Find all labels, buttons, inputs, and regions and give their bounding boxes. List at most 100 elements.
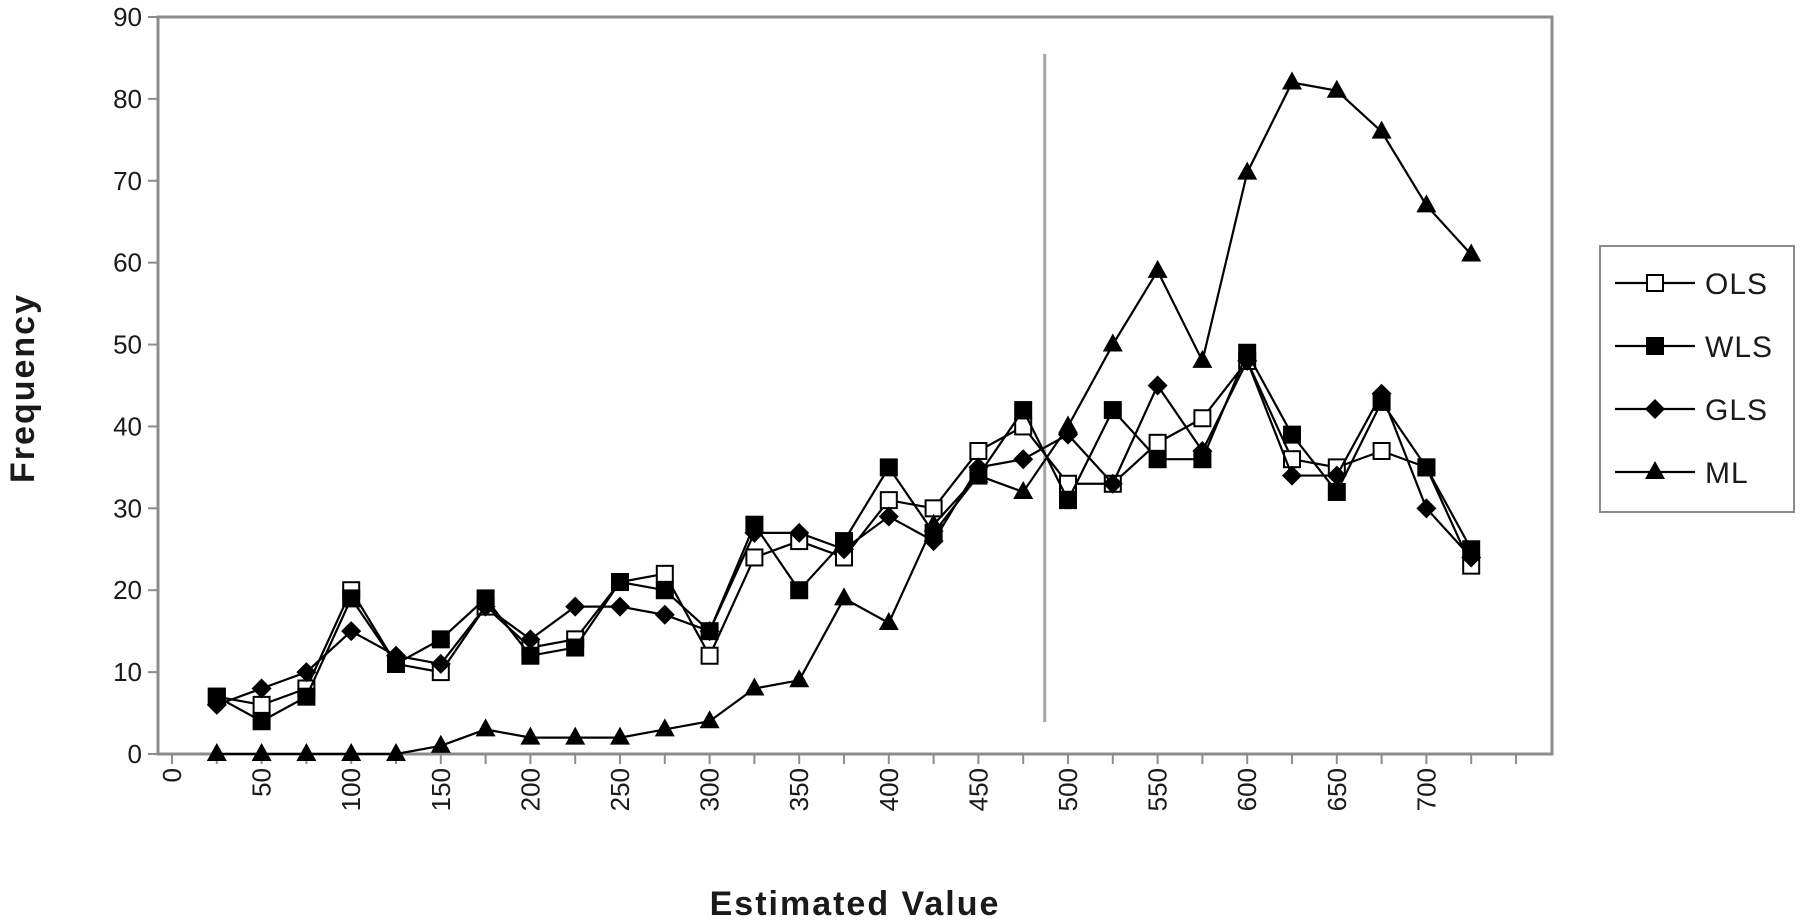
data-point-gls [386,645,406,666]
data-point-ml [1461,243,1482,262]
data-point-gls [1192,441,1213,462]
data-point-wls [1417,458,1436,477]
legend-item-wls: WLS [1615,331,1773,364]
data-point-ols [1148,433,1167,452]
legend-marker-wls [1646,337,1664,355]
data-point-ml [520,726,541,745]
x-tick-label: 50 [247,768,277,797]
y-tick-label: 50 [113,330,142,360]
data-point-gls [206,694,227,715]
data-point-gls [296,662,317,683]
y-tick-label: 10 [113,657,142,687]
x-tick-label: 550 [1143,768,1173,811]
data-point-gls [1416,498,1437,519]
data-point-ml [475,718,496,737]
data-point-ml [789,669,810,688]
data-point-ml [296,743,317,761]
data-point-wls [566,638,585,657]
x-tick-label: 500 [1053,768,1083,811]
data-point-gls [520,629,541,650]
data-point-wls [1283,425,1301,444]
data-point-ml [1147,259,1168,278]
data-point-gls [744,522,765,543]
data-point-gls [610,596,630,617]
data-point-gls [475,596,496,617]
data-point-gls [341,621,362,642]
x-tick-label: 600 [1232,768,1262,811]
legend: OLS WLS GLS ML [1599,245,1795,513]
data-point-ml [430,734,451,753]
legend-label-wls: WLS [1705,331,1773,364]
data-point-ml [744,677,765,696]
data-point-ols [700,646,719,665]
x-tick-label: 650 [1322,768,1352,811]
data-point-ml [1371,120,1392,139]
legend-item-ols: OLS [1615,268,1768,301]
data-point-ml [386,743,406,761]
data-point-ml [565,726,586,745]
data-point-gls [430,653,451,674]
data-point-gls [251,678,272,699]
data-point-wls [252,712,271,731]
x-tick-label: 400 [874,768,904,811]
data-point-ml [968,464,989,483]
data-point-gls [1013,449,1034,470]
y-tick-label: 20 [113,575,142,605]
data-point-gls [834,539,854,560]
data-point-ml [1058,415,1078,434]
data-point-ols [969,442,988,461]
data-point-ml [878,611,899,630]
data-point-ml [923,513,944,532]
data-point-wls [431,630,450,649]
y-tick-label: 60 [113,248,142,278]
data-point-ml [251,743,272,761]
data-point-wls [655,581,674,600]
y-tick-label: 80 [113,84,142,114]
x-tick-label: 150 [426,768,456,811]
data-point-gls [1371,383,1392,404]
data-point-ols [879,491,898,510]
data-point-ml [1192,349,1213,368]
data-point-ml [1416,194,1437,213]
data-point-ols [655,564,674,583]
x-tick-label: 450 [963,768,993,811]
data-point-wls [1014,401,1033,420]
y-tick-label: 70 [113,166,142,196]
data-point-gls [565,596,586,617]
legend-marker-gls [1645,399,1665,419]
data-point-gls [1237,350,1258,371]
legend-label-gls: GLS [1705,394,1768,427]
legend-label-ols: OLS [1705,268,1768,301]
series-ml [206,71,1482,761]
x-tick-label: 300 [695,768,725,811]
data-point-ml [1102,333,1123,352]
data-point-wls [790,581,809,600]
data-point-ml [341,743,362,761]
data-point-ols [252,695,271,714]
data-point-gls [1326,465,1347,486]
data-point-wls [879,458,898,477]
data-point-ml [834,587,854,606]
y-tick-label: 0 [128,739,142,769]
data-point-gls [878,506,899,527]
x-tick-label: 0 [157,768,187,782]
x-tick-label: 250 [605,768,635,811]
data-point-ml [1013,480,1034,499]
plot-area [156,15,1554,756]
data-point-gls [1282,465,1302,486]
y-tick-label: 90 [113,2,142,32]
x-tick-label: 100 [336,768,366,811]
y-axis: 0 10 20 30 40 50 60 70 80 90 [113,2,158,769]
x-tick-label: 700 [1411,768,1441,811]
data-point-gls [699,621,720,642]
data-point-gls [1102,473,1123,494]
data-point-ml [206,743,227,761]
data-point-wls [342,589,361,608]
data-point-wls [1059,491,1077,510]
series-layer [206,71,1482,761]
data-point-ml [654,718,675,737]
legend-marker-ml [1645,461,1665,479]
y-tick-label: 40 [113,411,142,441]
x-tick-label: 200 [515,768,545,811]
